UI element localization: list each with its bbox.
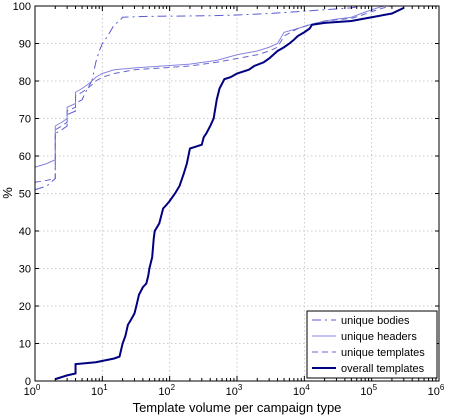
series-layer xyxy=(34,5,405,381)
y-tick-label: 50 xyxy=(19,189,31,201)
series-line-unique-bodies xyxy=(34,5,362,191)
legend-label: unique bodies xyxy=(341,315,410,327)
x-tick-label: 100 xyxy=(24,383,41,398)
x-tick-label: 101 xyxy=(91,383,108,398)
tick-labels: 0 10 20 30 40 50 60 70 80 90 100 100 101 102 103 104 105… xyxy=(13,1,445,398)
y-tick-label: 90 xyxy=(19,39,31,51)
legend-label: overall templates xyxy=(341,363,425,375)
y-tick-label: 20 xyxy=(19,301,31,313)
legend-label: unique templates xyxy=(341,347,425,359)
x-tick-label: 102 xyxy=(158,383,175,398)
y-tick-label: 60 xyxy=(19,151,31,163)
x-tick-label: 103 xyxy=(226,383,243,398)
x-tick-label: 105 xyxy=(360,383,377,398)
x-axis-label: Template volume per campaign type xyxy=(133,400,342,415)
y-tick-label: 80 xyxy=(19,76,31,88)
y-tick-label: 100 xyxy=(13,1,31,13)
y-tick-label: 70 xyxy=(19,114,31,126)
y-tick-label: 0 xyxy=(25,376,31,388)
x-tick-label: 104 xyxy=(293,383,310,398)
legend-label: unique headers xyxy=(341,331,417,343)
x-tick-label: 106 xyxy=(428,383,445,398)
y-tick-label: 30 xyxy=(19,264,31,276)
legend-box xyxy=(306,310,438,379)
series-line-overall-templates xyxy=(54,6,405,381)
legend: unique bodies unique headers unique templa… xyxy=(306,310,438,379)
y-axis-label: % xyxy=(0,187,15,199)
series-line-unique-templates xyxy=(34,5,393,183)
y-tick-label: 40 xyxy=(19,226,31,238)
y-tick-label: 10 xyxy=(19,339,31,351)
